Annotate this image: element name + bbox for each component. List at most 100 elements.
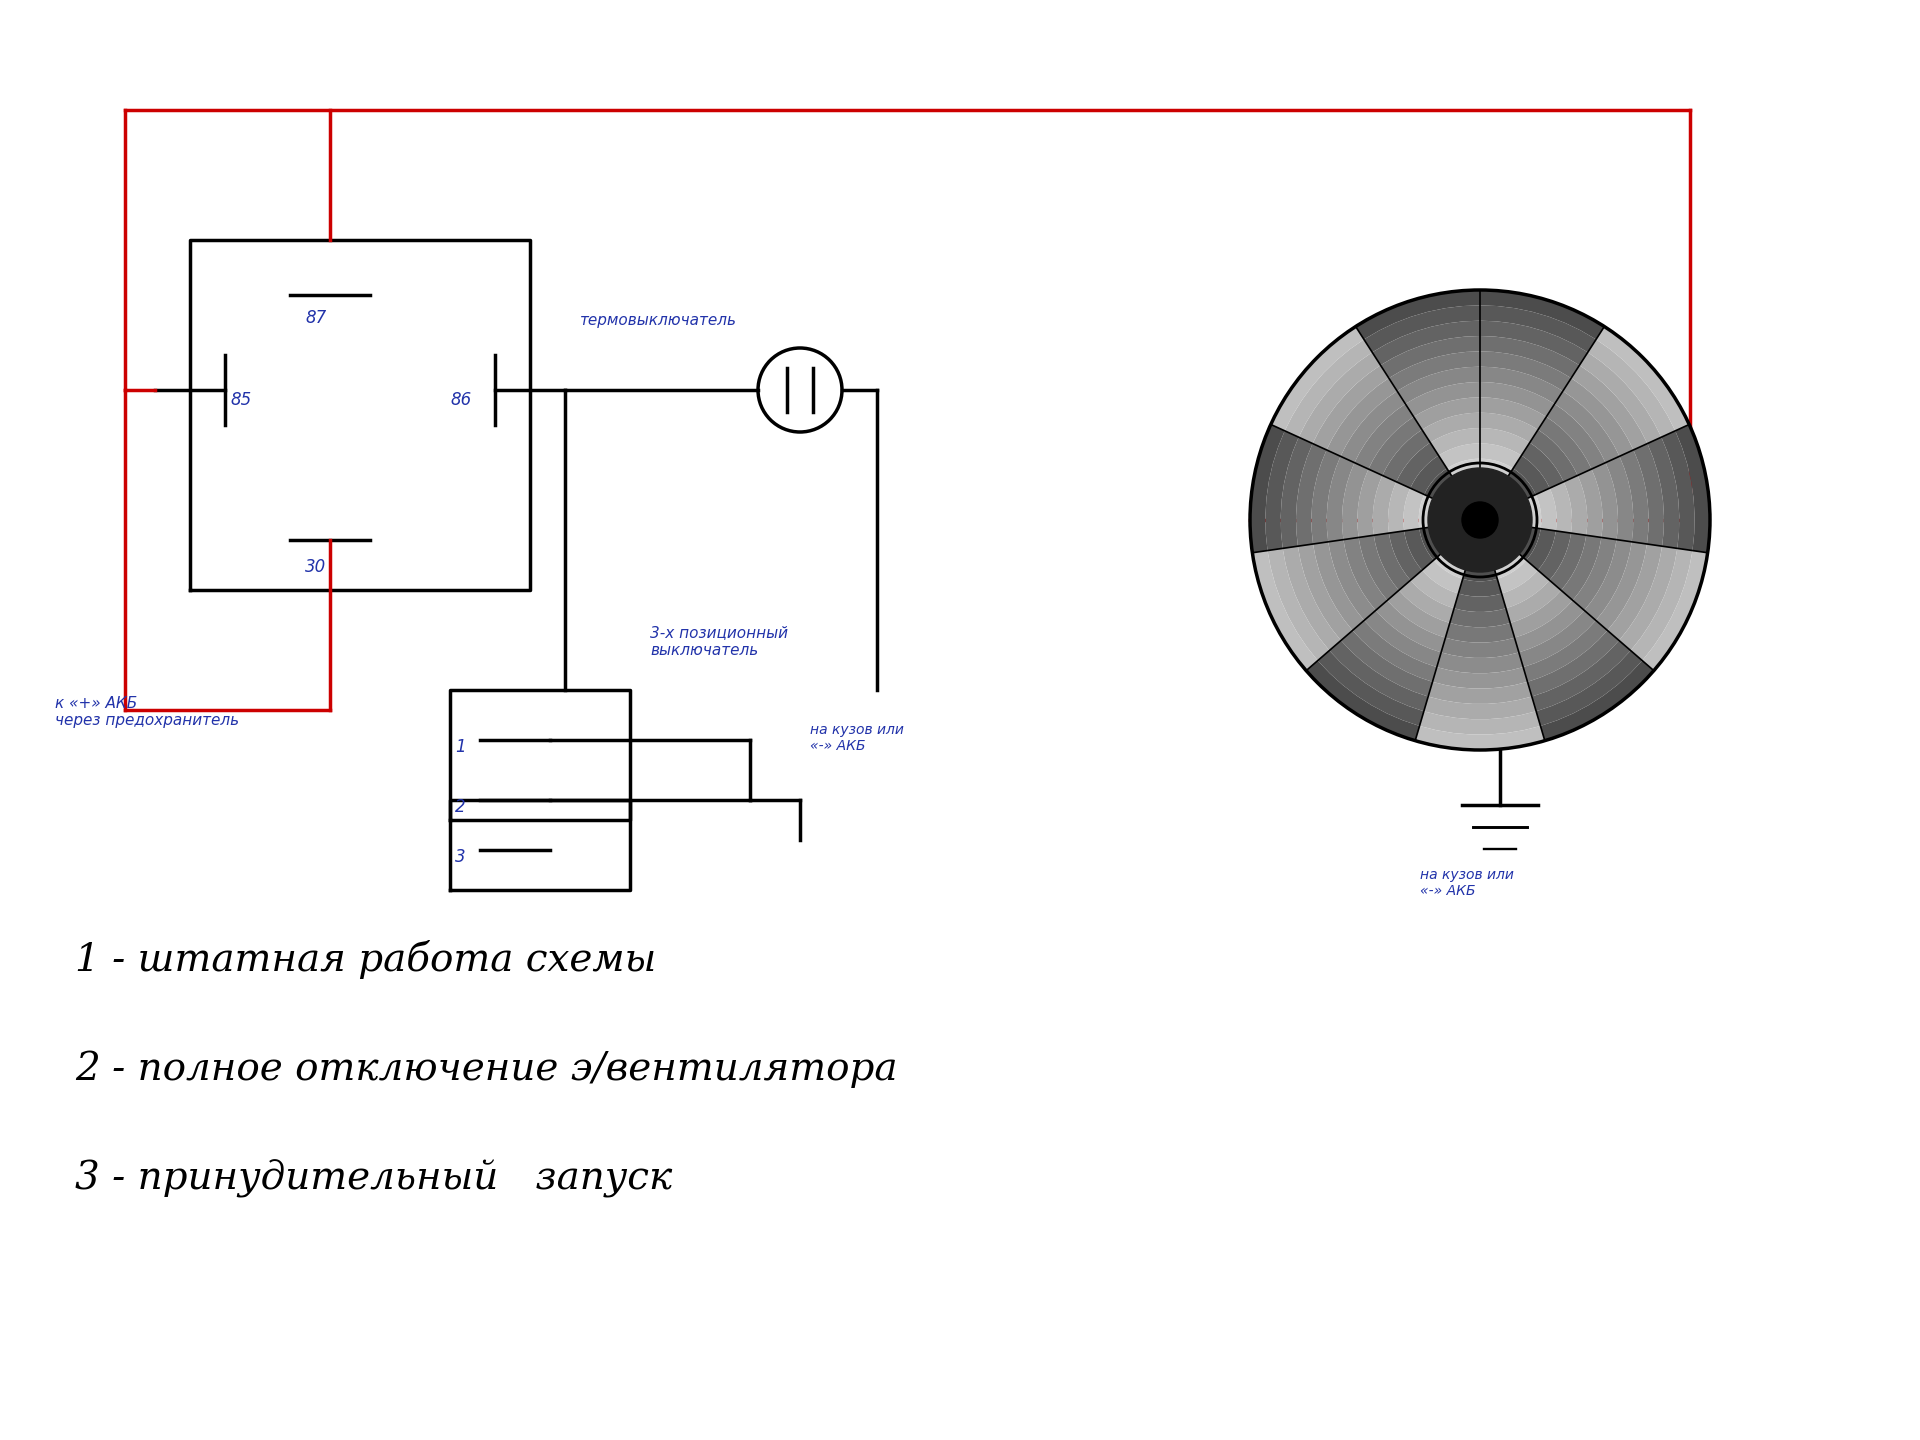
Circle shape (1428, 468, 1532, 572)
Polygon shape (1549, 482, 1572, 533)
Text: на кузов или
«-» АКБ: на кузов или «-» АКБ (1421, 868, 1513, 899)
Polygon shape (1480, 504, 1488, 520)
Polygon shape (1515, 600, 1584, 652)
Polygon shape (1434, 501, 1452, 527)
Polygon shape (1555, 392, 1619, 462)
Text: на кузов или
«-» АКБ: на кузов или «-» АКБ (810, 723, 904, 753)
Polygon shape (1388, 531, 1423, 580)
Polygon shape (1492, 523, 1511, 540)
Polygon shape (1377, 600, 1446, 652)
Polygon shape (1452, 494, 1473, 514)
Polygon shape (1540, 661, 1653, 740)
Polygon shape (1480, 490, 1496, 507)
Polygon shape (1494, 507, 1511, 524)
Polygon shape (1480, 514, 1496, 523)
Polygon shape (1580, 353, 1661, 444)
Polygon shape (1340, 631, 1432, 697)
Polygon shape (1342, 462, 1369, 540)
Polygon shape (1538, 531, 1571, 580)
Polygon shape (1480, 413, 1538, 442)
Polygon shape (1480, 336, 1580, 379)
Polygon shape (1446, 540, 1471, 564)
Polygon shape (1467, 550, 1494, 566)
Polygon shape (1457, 530, 1476, 550)
Text: 2: 2 (455, 798, 467, 816)
Polygon shape (1400, 580, 1453, 624)
Polygon shape (1469, 520, 1480, 534)
Polygon shape (1298, 353, 1380, 444)
Polygon shape (1359, 536, 1400, 600)
Polygon shape (1311, 449, 1340, 544)
Polygon shape (1507, 501, 1526, 527)
Polygon shape (1484, 530, 1503, 550)
Polygon shape (1428, 681, 1532, 704)
Polygon shape (1317, 651, 1425, 726)
Polygon shape (1578, 469, 1603, 537)
Polygon shape (1584, 540, 1632, 621)
Text: 1: 1 (455, 739, 467, 756)
Polygon shape (1313, 366, 1388, 449)
Polygon shape (1571, 366, 1647, 449)
Polygon shape (1450, 507, 1467, 524)
Polygon shape (1453, 593, 1505, 612)
Polygon shape (1642, 550, 1707, 671)
Polygon shape (1434, 550, 1467, 579)
Polygon shape (1480, 474, 1505, 494)
Text: 87: 87 (305, 310, 326, 327)
Polygon shape (1298, 544, 1352, 641)
Polygon shape (1425, 468, 1455, 501)
Text: 3 - принудительный   запуск: 3 - принудительный запуск (75, 1161, 672, 1198)
Polygon shape (1438, 444, 1480, 468)
Polygon shape (1423, 560, 1463, 593)
Polygon shape (1329, 641, 1428, 711)
Polygon shape (1467, 507, 1480, 520)
Polygon shape (1436, 652, 1523, 674)
Polygon shape (1438, 481, 1463, 507)
Polygon shape (1363, 305, 1480, 353)
Polygon shape (1450, 523, 1469, 540)
Polygon shape (1357, 469, 1382, 537)
Polygon shape (1344, 537, 1388, 611)
Polygon shape (1459, 579, 1501, 596)
Polygon shape (1352, 621, 1436, 681)
Polygon shape (1430, 428, 1480, 455)
Polygon shape (1267, 549, 1329, 661)
Polygon shape (1546, 403, 1605, 469)
Polygon shape (1340, 392, 1405, 462)
Polygon shape (1630, 549, 1693, 661)
Polygon shape (1252, 550, 1317, 671)
Polygon shape (1446, 624, 1515, 642)
Polygon shape (1538, 416, 1592, 475)
Polygon shape (1530, 429, 1578, 482)
Polygon shape (1498, 560, 1538, 593)
Polygon shape (1488, 540, 1515, 564)
Polygon shape (1313, 541, 1363, 631)
Polygon shape (1619, 546, 1678, 651)
Polygon shape (1405, 382, 1480, 416)
Polygon shape (1388, 351, 1480, 392)
Polygon shape (1536, 651, 1642, 726)
Polygon shape (1419, 711, 1540, 734)
Polygon shape (1296, 444, 1327, 546)
Polygon shape (1398, 367, 1480, 403)
Polygon shape (1471, 534, 1488, 550)
Polygon shape (1281, 438, 1313, 549)
Polygon shape (1463, 564, 1498, 582)
Polygon shape (1515, 527, 1540, 560)
Polygon shape (1647, 438, 1680, 549)
Polygon shape (1327, 379, 1398, 456)
Polygon shape (1329, 540, 1377, 621)
Polygon shape (1388, 482, 1411, 533)
Polygon shape (1284, 340, 1373, 438)
Polygon shape (1519, 611, 1596, 667)
Polygon shape (1528, 631, 1619, 697)
Polygon shape (1607, 544, 1663, 641)
Polygon shape (1572, 537, 1617, 611)
Polygon shape (1455, 474, 1480, 494)
Polygon shape (1382, 429, 1430, 482)
Polygon shape (1265, 431, 1298, 550)
Polygon shape (1480, 459, 1513, 481)
Polygon shape (1549, 533, 1586, 590)
Polygon shape (1505, 468, 1536, 501)
Polygon shape (1373, 475, 1396, 536)
